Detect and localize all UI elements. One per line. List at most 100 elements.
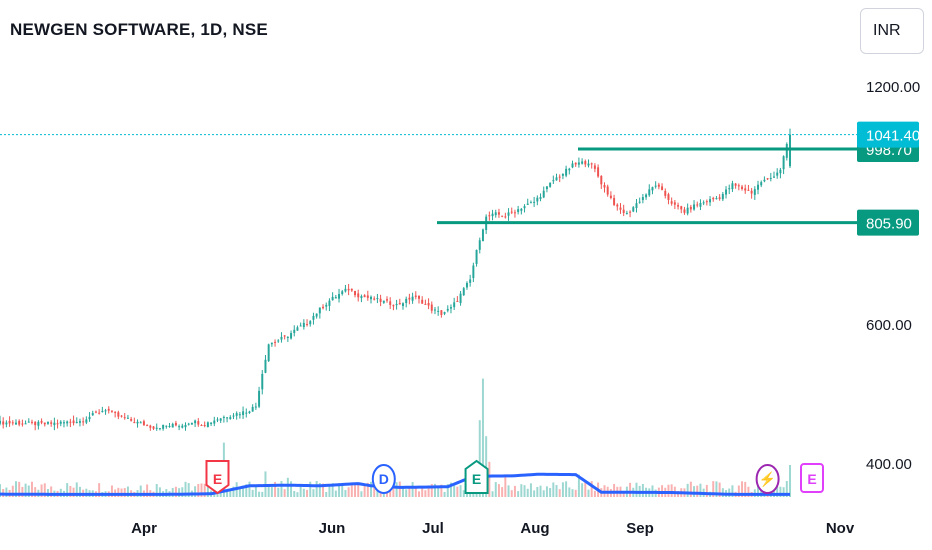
volume-bar — [171, 487, 174, 497]
volume-bar — [667, 484, 670, 497]
candle-body — [395, 303, 398, 306]
volume-bar — [533, 490, 536, 497]
volume-bar — [360, 491, 363, 497]
volume-bar — [248, 481, 251, 497]
candle-body — [91, 413, 94, 416]
candle-body — [213, 420, 216, 424]
volume-bar — [587, 489, 590, 497]
candle-body — [139, 422, 142, 424]
volume-bar — [747, 486, 750, 497]
candle-body — [449, 307, 452, 309]
volume-bar — [789, 465, 791, 497]
candle-body — [69, 421, 72, 423]
x-axis-tick-label: Jul — [422, 520, 444, 537]
candle-body — [318, 307, 321, 314]
candle-body — [766, 178, 769, 180]
candle-body — [721, 194, 724, 200]
volume-bar — [117, 487, 120, 497]
volume-bar — [494, 482, 497, 497]
candle-body — [731, 183, 734, 190]
candle-body — [446, 308, 449, 311]
candle-body — [507, 212, 510, 216]
volume-bar — [504, 474, 507, 497]
candle-body — [712, 197, 715, 200]
candle-body — [699, 203, 702, 207]
candle-body — [501, 215, 504, 217]
upcoming-earnings-marker[interactable] — [800, 463, 824, 493]
candle-body — [536, 197, 539, 202]
x-axis-tick-label: Jun — [319, 520, 346, 537]
candle-body — [542, 190, 545, 198]
volume-bar — [411, 482, 414, 497]
volume-bar — [481, 378, 484, 497]
volume-bar — [238, 488, 241, 497]
candle-body — [53, 422, 56, 426]
volume-bar — [456, 486, 459, 497]
candle-body — [59, 421, 62, 424]
volume-bar — [309, 481, 312, 497]
candle-body — [30, 421, 33, 423]
candle-body — [174, 422, 177, 426]
volume-bar — [139, 485, 142, 497]
volume-bar — [267, 487, 270, 497]
candle-body — [72, 420, 75, 424]
candle-body — [280, 336, 283, 340]
event-marker-label: E — [807, 471, 816, 487]
candle-body — [190, 422, 193, 425]
candle-body — [50, 422, 53, 424]
volume-bar — [146, 484, 149, 497]
candle-body — [27, 421, 30, 423]
volume-bar — [290, 481, 293, 497]
candle-body — [568, 168, 571, 171]
candle-body — [254, 406, 257, 408]
candle-body — [728, 188, 731, 190]
candle-body — [171, 423, 174, 428]
candle-body — [229, 417, 232, 420]
volume-bar — [229, 490, 232, 497]
candle-body — [603, 184, 606, 188]
candle-body — [648, 189, 651, 196]
candle-body — [638, 201, 641, 203]
candle-body — [37, 421, 40, 426]
candle-body — [264, 359, 267, 373]
level-price-tag-bg — [857, 209, 919, 236]
candle-body — [219, 418, 222, 421]
volume-bar — [520, 484, 523, 497]
dividend-marker[interactable] — [371, 464, 396, 494]
candle-body — [760, 182, 763, 186]
candle-body — [267, 344, 270, 362]
split-marker[interactable] — [755, 464, 780, 494]
candle-body — [354, 290, 357, 296]
volume-bar — [370, 481, 373, 497]
candle-body — [715, 198, 718, 200]
candle-body — [197, 421, 200, 425]
volume-bar — [542, 490, 545, 497]
volume-bar — [779, 486, 782, 497]
volume-bar — [699, 483, 702, 497]
candle-body — [117, 412, 120, 417]
candle-body — [130, 418, 133, 421]
volume-bar — [341, 482, 344, 497]
candle-body — [581, 161, 584, 164]
volume-ma-line — [0, 472, 790, 496]
candle-body — [584, 161, 587, 165]
candle-body — [370, 296, 373, 300]
volume-bar — [488, 461, 491, 497]
candle-body — [142, 421, 145, 426]
volume-bar — [293, 491, 296, 497]
candle-body — [312, 315, 315, 320]
candle-body — [274, 341, 277, 343]
volume-bar — [283, 489, 286, 497]
candle-body — [104, 410, 107, 412]
earnings-marker[interactable] — [205, 460, 230, 495]
candle-body — [18, 420, 21, 425]
candle-body — [549, 182, 552, 187]
earnings-marker[interactable] — [464, 459, 489, 494]
currency-button[interactable]: INR — [860, 8, 924, 54]
volume-bar — [66, 483, 69, 497]
candle-body — [5, 422, 8, 425]
candle-body — [338, 293, 341, 299]
volume-bar — [328, 485, 331, 497]
candle-body — [465, 282, 468, 288]
